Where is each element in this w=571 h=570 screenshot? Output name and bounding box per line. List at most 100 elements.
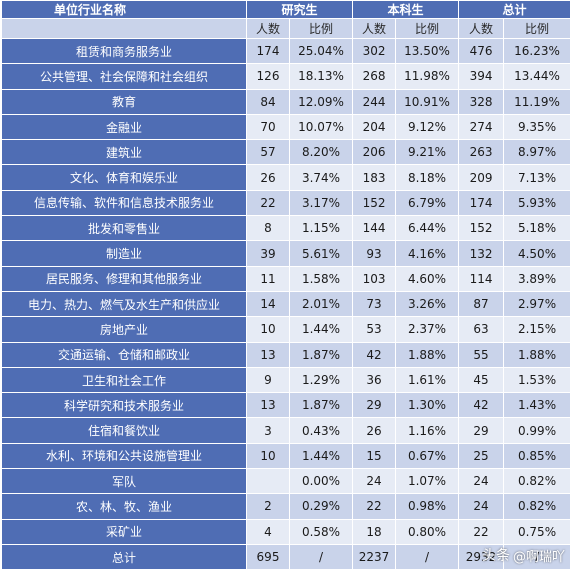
count-cell: 132 bbox=[458, 240, 505, 267]
count-cell: 13 bbox=[246, 392, 290, 419]
count-cell: 24 bbox=[458, 468, 505, 495]
ratio-cell: 0.98% bbox=[395, 493, 460, 520]
table-row: 农、林、牧、渔业 2 0.29% 22 0.98% 24 0.82% bbox=[1, 493, 571, 520]
count-cell: 57 bbox=[246, 139, 290, 166]
count-cell: 10 bbox=[246, 442, 290, 470]
table-row: 教育 84 12.09% 244 10.91% 328 11.19% bbox=[1, 88, 571, 115]
ratio-cell: / bbox=[288, 543, 354, 570]
ratio-cell: 3.74% bbox=[288, 164, 354, 191]
industry-name-cell: 教育 bbox=[1, 88, 247, 115]
ratio-cell: 1.87% bbox=[288, 392, 354, 419]
table-row: 军队 0.00% 24 1.07% 24 0.82% bbox=[1, 468, 571, 495]
count-cell: 53 bbox=[352, 316, 397, 343]
industry-name-cell: 信息传输、软件和信息技术服务业 bbox=[1, 189, 247, 217]
group-header-graduate: 研究生 bbox=[245, 0, 354, 19]
ratio-cell: 11.19% bbox=[503, 88, 571, 115]
count-cell: 13 bbox=[246, 341, 290, 368]
count-cell: 22 bbox=[458, 518, 505, 545]
sub-header-ratio: 比例 bbox=[288, 18, 354, 39]
ratio-cell: 25.04% bbox=[288, 37, 354, 65]
industry-name-cell: 水利、环境和公共设施管理业 bbox=[1, 442, 247, 470]
ratio-cell: 0.80% bbox=[395, 518, 460, 545]
count-cell: 73 bbox=[352, 290, 397, 318]
ratio-cell: 5.93% bbox=[503, 189, 571, 217]
count-cell: 394 bbox=[458, 63, 505, 90]
count-cell: 274 bbox=[458, 113, 505, 141]
count-cell: 209 bbox=[458, 164, 505, 191]
count-cell: 45 bbox=[458, 366, 505, 394]
count-cell: 268 bbox=[352, 63, 397, 90]
ratio-cell: / bbox=[395, 543, 460, 570]
ratio-cell: 9.35% bbox=[503, 113, 571, 141]
table-body: 租赁和商务服务业 174 25.04% 302 13.50% 476 16.23% 公共管理、… bbox=[1, 37, 571, 570]
count-cell: 14 bbox=[246, 290, 290, 318]
ratio-cell: 12.09% bbox=[288, 88, 354, 115]
industry-name-cell: 卫生和社会工作 bbox=[1, 366, 247, 394]
ratio-cell: 10.91% bbox=[395, 88, 460, 115]
watermark-source: 头条 bbox=[481, 548, 510, 564]
count-cell: 244 bbox=[352, 88, 397, 115]
table-row: 居民服务、修理和其他服务业 11 1.58% 103 4.60% 114 3.89% bbox=[1, 265, 571, 292]
industry-name-cell: 制造业 bbox=[1, 240, 247, 267]
count-cell bbox=[246, 468, 290, 495]
count-cell: 70 bbox=[246, 113, 290, 141]
ratio-cell: 1.44% bbox=[288, 316, 354, 343]
ratio-cell: 1.87% bbox=[288, 341, 354, 368]
table-row: 批发和零售业 8 1.15% 144 6.44% 152 5.18% bbox=[1, 215, 571, 242]
watermark-handle: @啊瑞吖 bbox=[512, 549, 565, 565]
ratio-cell: 1.43% bbox=[503, 392, 571, 419]
count-cell: 42 bbox=[352, 341, 397, 368]
count-cell: 22 bbox=[246, 189, 290, 217]
count-cell: 302 bbox=[352, 37, 397, 65]
count-cell: 24 bbox=[458, 493, 505, 520]
ratio-cell: 4.60% bbox=[395, 265, 460, 292]
count-cell: 2 bbox=[246, 493, 290, 520]
count-cell: 114 bbox=[458, 265, 505, 292]
ratio-cell: 1.30% bbox=[395, 392, 460, 419]
count-cell: 4 bbox=[246, 518, 290, 545]
sub-header-row: 人数 比例 人数 比例 人数 比例 bbox=[1, 18, 571, 39]
sub-header-count: 人数 bbox=[458, 18, 505, 39]
industry-name-cell: 居民服务、修理和其他服务业 bbox=[1, 265, 247, 292]
ratio-cell: 1.44% bbox=[288, 442, 354, 470]
table-row: 公共管理、社会保障和社会组织 126 18.13% 268 11.98% 394 13.44… bbox=[1, 63, 571, 90]
ratio-cell: 1.07% bbox=[395, 468, 460, 495]
table-row: 文化、体育和娱乐业 26 3.74% 183 8.18% 209 7.13% bbox=[1, 164, 571, 191]
count-cell: 476 bbox=[458, 37, 505, 65]
table-row: 住宿和餐饮业 3 0.43% 26 1.16% 29 0.99% bbox=[1, 417, 571, 444]
count-cell: 11 bbox=[246, 265, 290, 292]
ratio-cell: 4.16% bbox=[395, 240, 460, 267]
industry-name-cell: 交通运输、仓储和邮政业 bbox=[1, 341, 247, 368]
ratio-cell: 1.29% bbox=[288, 366, 354, 394]
table-row: 水利、环境和公共设施管理业 10 1.44% 15 0.67% 25 0.85% bbox=[1, 442, 571, 470]
count-cell: 39 bbox=[246, 240, 290, 267]
table-row: 交通运输、仓储和邮政业 13 1.87% 42 1.88% 55 1.88% bbox=[1, 341, 571, 368]
industry-name-cell: 电力、热力、燃气及水生产和供应业 bbox=[1, 290, 247, 318]
count-cell: 183 bbox=[352, 164, 397, 191]
count-cell: 24 bbox=[352, 468, 397, 495]
count-cell: 206 bbox=[352, 139, 397, 166]
count-cell: 42 bbox=[458, 392, 505, 419]
ratio-cell: 1.58% bbox=[288, 265, 354, 292]
count-cell: 9 bbox=[246, 366, 290, 394]
ratio-cell: 6.44% bbox=[395, 215, 460, 242]
ratio-cell: 0.82% bbox=[503, 493, 571, 520]
ratio-cell: 0.29% bbox=[288, 493, 354, 520]
sub-header-ratio: 比例 bbox=[503, 18, 571, 39]
count-cell: 3 bbox=[246, 417, 290, 444]
count-cell: 103 bbox=[352, 265, 397, 292]
count-cell: 152 bbox=[458, 215, 505, 242]
count-cell: 10 bbox=[246, 316, 290, 343]
table-row: 科学研究和技术服务业 13 1.87% 29 1.30% 42 1.43% bbox=[1, 392, 571, 419]
ratio-cell: 13.44% bbox=[503, 63, 571, 90]
industry-name-cell: 公共管理、社会保障和社会组织 bbox=[1, 63, 247, 90]
ratio-cell: 1.16% bbox=[395, 417, 460, 444]
count-cell: 26 bbox=[352, 417, 397, 444]
ratio-cell: 0.43% bbox=[288, 417, 354, 444]
count-cell: 29 bbox=[458, 417, 505, 444]
industry-column-header-spacer bbox=[1, 18, 247, 39]
sub-header-ratio: 比例 bbox=[395, 18, 460, 39]
count-cell: 2237 bbox=[352, 543, 397, 570]
count-cell: 25 bbox=[458, 442, 505, 470]
